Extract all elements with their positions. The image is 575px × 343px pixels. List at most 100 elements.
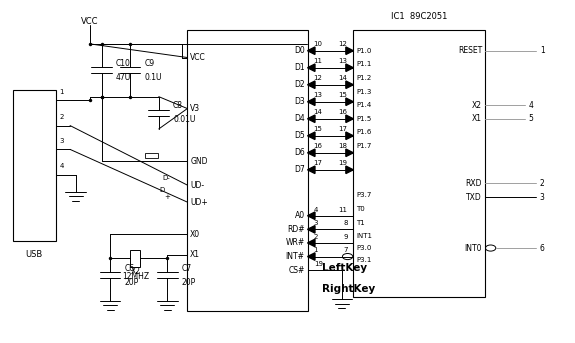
Text: INT#: INT# bbox=[286, 252, 305, 261]
Text: X2: X2 bbox=[472, 100, 482, 110]
Text: 9: 9 bbox=[343, 234, 347, 240]
Text: 16: 16 bbox=[313, 143, 322, 149]
Polygon shape bbox=[346, 47, 353, 55]
Text: 19: 19 bbox=[315, 261, 324, 267]
Polygon shape bbox=[308, 212, 315, 220]
Text: 18: 18 bbox=[339, 143, 347, 149]
Polygon shape bbox=[346, 98, 353, 106]
Text: RXD: RXD bbox=[466, 179, 482, 188]
Text: LeftKey: LeftKey bbox=[322, 263, 367, 273]
Text: 14: 14 bbox=[313, 109, 322, 115]
Text: C9: C9 bbox=[144, 59, 155, 68]
Polygon shape bbox=[308, 115, 315, 122]
Text: P3.0: P3.0 bbox=[356, 245, 371, 251]
Text: D5: D5 bbox=[294, 131, 305, 140]
Text: 7: 7 bbox=[343, 247, 347, 253]
Text: UD-: UD- bbox=[190, 181, 204, 190]
Text: 6: 6 bbox=[540, 244, 545, 252]
Polygon shape bbox=[308, 81, 315, 88]
Polygon shape bbox=[346, 132, 353, 140]
Bar bbox=[145, 153, 159, 158]
Text: +: + bbox=[164, 194, 170, 200]
Text: 20P: 20P bbox=[182, 278, 196, 287]
Text: V3: V3 bbox=[190, 104, 200, 113]
Text: 15: 15 bbox=[313, 126, 322, 132]
Text: T0: T0 bbox=[356, 206, 365, 212]
Text: 14: 14 bbox=[339, 75, 347, 81]
Text: T1: T1 bbox=[356, 220, 365, 226]
Text: P1.1: P1.1 bbox=[356, 61, 371, 67]
Text: P1.4: P1.4 bbox=[356, 102, 371, 108]
Text: VCC: VCC bbox=[81, 17, 99, 26]
Text: GND: GND bbox=[190, 157, 208, 166]
Text: D: D bbox=[159, 187, 164, 193]
Text: 17: 17 bbox=[313, 160, 322, 166]
Text: 4: 4 bbox=[528, 100, 533, 110]
Polygon shape bbox=[346, 64, 353, 71]
Polygon shape bbox=[308, 149, 315, 156]
Text: TXD: TXD bbox=[466, 192, 482, 202]
Text: 1: 1 bbox=[313, 247, 318, 253]
Bar bbox=[187, 30, 308, 311]
Text: P1.0: P1.0 bbox=[356, 48, 371, 54]
Text: 3: 3 bbox=[540, 192, 545, 202]
Text: WR#: WR# bbox=[285, 238, 305, 247]
Text: 10: 10 bbox=[313, 41, 322, 47]
Text: C6: C6 bbox=[124, 264, 135, 273]
Polygon shape bbox=[308, 239, 315, 247]
Text: P1.3: P1.3 bbox=[356, 88, 371, 95]
Polygon shape bbox=[346, 149, 353, 156]
Text: 2: 2 bbox=[313, 234, 317, 240]
Polygon shape bbox=[346, 115, 353, 122]
Text: 12: 12 bbox=[313, 75, 322, 81]
Text: D4: D4 bbox=[294, 114, 305, 123]
Text: 19: 19 bbox=[339, 160, 347, 166]
Text: C10: C10 bbox=[116, 59, 131, 68]
Text: 3: 3 bbox=[313, 220, 318, 226]
Text: P1.2: P1.2 bbox=[356, 75, 371, 81]
Text: 5: 5 bbox=[528, 114, 533, 123]
Text: X2: X2 bbox=[131, 267, 141, 276]
Text: 13: 13 bbox=[339, 58, 347, 64]
Text: RD#: RD# bbox=[287, 225, 305, 234]
Polygon shape bbox=[308, 166, 315, 174]
Text: D-: D- bbox=[163, 175, 170, 181]
Text: P1.7: P1.7 bbox=[356, 143, 371, 149]
Text: D6: D6 bbox=[294, 148, 305, 157]
Text: CS#: CS# bbox=[288, 266, 305, 275]
Text: 15: 15 bbox=[339, 92, 347, 98]
Bar bbox=[130, 250, 140, 267]
Text: 13: 13 bbox=[313, 92, 322, 98]
Text: X1: X1 bbox=[190, 250, 200, 259]
Text: 2: 2 bbox=[540, 179, 545, 188]
Polygon shape bbox=[308, 47, 315, 55]
Text: C8: C8 bbox=[173, 101, 183, 110]
Text: D7: D7 bbox=[294, 165, 305, 174]
Text: D3: D3 bbox=[294, 97, 305, 106]
Text: C7: C7 bbox=[182, 264, 192, 273]
Text: X1: X1 bbox=[472, 114, 482, 123]
Text: D2: D2 bbox=[294, 80, 305, 89]
Text: X0: X0 bbox=[190, 230, 200, 239]
Text: P3.1: P3.1 bbox=[356, 257, 371, 263]
Text: 12: 12 bbox=[339, 41, 347, 47]
Text: 0.1U: 0.1U bbox=[144, 73, 162, 82]
Text: 1: 1 bbox=[59, 88, 64, 95]
Polygon shape bbox=[308, 253, 315, 260]
Text: 20P: 20P bbox=[124, 278, 139, 287]
Text: 8: 8 bbox=[343, 220, 347, 226]
Bar bbox=[353, 30, 485, 297]
Text: 3: 3 bbox=[59, 138, 64, 144]
Text: 11: 11 bbox=[313, 58, 322, 64]
Text: 2: 2 bbox=[59, 114, 64, 120]
Text: 0.01U: 0.01U bbox=[173, 116, 196, 125]
Text: P1.5: P1.5 bbox=[356, 116, 371, 122]
Text: 1: 1 bbox=[540, 46, 545, 55]
Text: D1: D1 bbox=[294, 63, 305, 72]
Text: 12MHZ: 12MHZ bbox=[122, 272, 150, 282]
Polygon shape bbox=[308, 132, 315, 140]
Text: USB: USB bbox=[26, 250, 43, 259]
Text: VCC: VCC bbox=[190, 53, 206, 62]
Text: 11: 11 bbox=[339, 206, 347, 213]
Text: 17: 17 bbox=[339, 126, 347, 132]
